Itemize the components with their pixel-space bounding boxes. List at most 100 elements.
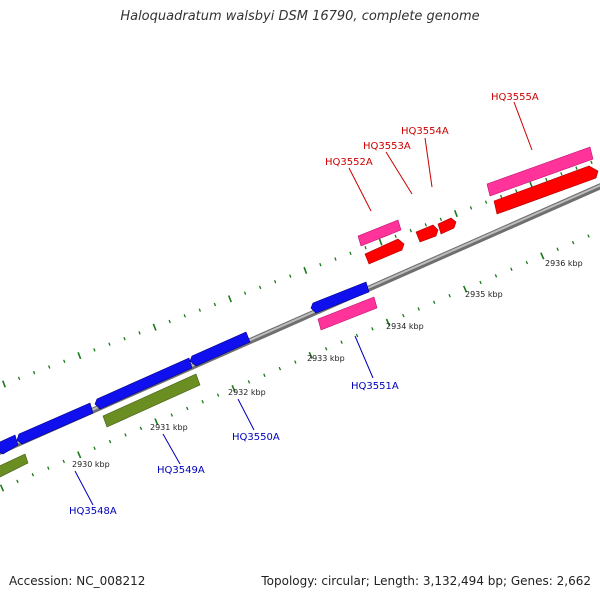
inner-tick-minor [479, 280, 482, 285]
reverse-features [0, 281, 378, 478]
label-hq3555a[interactable]: HQ3555A [491, 92, 539, 103]
inner-tick-minor [587, 234, 590, 238]
outer-tick-major [77, 352, 82, 360]
inner-tick-minor [494, 274, 498, 278]
inner-tick-track [0, 234, 590, 492]
gene-hq3549a-arrow[interactable] [94, 357, 193, 410]
label-hq3550a[interactable]: HQ3550A [232, 432, 280, 443]
leader-lines [74, 101, 533, 506]
label-hq3549a[interactable]: HQ3549A [157, 465, 205, 476]
tick-label-2936: 2936 kbp [545, 259, 583, 268]
outer-tick-major [453, 210, 458, 218]
inner-tick-minor [247, 380, 251, 384]
label-hq3553a[interactable]: HQ3553A [363, 141, 411, 152]
outer-tick-minor [63, 359, 66, 364]
outer-tick-minor [409, 228, 412, 233]
genome-backbone [0, 183, 600, 455]
gene-hq3554a-arrow[interactable] [437, 217, 457, 235]
inner-tick-minor [62, 459, 65, 464]
inner-tick-minor [556, 247, 559, 252]
outer-tick-minor [424, 223, 428, 227]
inner-tick-minor [417, 307, 420, 311]
inner-tick-minor [186, 406, 189, 411]
outer-tick-major [303, 266, 308, 274]
outer-tick-minor [484, 200, 488, 204]
inner-tick-minor [201, 400, 204, 404]
gene-hq3552a-arrow[interactable] [364, 238, 405, 265]
inner-tick-major [77, 451, 82, 459]
leader-hq3554a [424, 137, 433, 188]
gene-hq3553a-arrow[interactable] [415, 224, 439, 243]
inner-tick-major [308, 351, 313, 359]
gene-hq3548a-arrow[interactable] [16, 402, 94, 445]
label-hq3554a[interactable]: HQ3554A [401, 126, 449, 137]
inner-tick-minor [216, 393, 220, 397]
gene-hq3551a-cds[interactable] [317, 296, 378, 331]
outer-tick-minor [32, 370, 36, 375]
outer-tick-minor [514, 189, 518, 193]
leader-hq3548a [74, 470, 94, 506]
inner-tick-minor [294, 360, 297, 364]
leader-hq3555a [513, 101, 533, 151]
gene-hq3555a-cds[interactable] [486, 146, 594, 197]
outer-tick-minor [138, 331, 141, 335]
inner-tick-major [231, 384, 236, 393]
inner-tick-minor [448, 293, 451, 298]
inner-tick-minor [340, 340, 343, 344]
outer-tick-minor [364, 245, 367, 250]
gene-hq3552a-cds[interactable] [357, 219, 402, 247]
tick-label-2932: 2932 kbp [228, 388, 266, 397]
label-hq3552a[interactable]: HQ3552A [325, 157, 373, 168]
tick-labels: 2930 kbp 2931 kbp 2932 kbp 2933 kbp 2934… [72, 259, 583, 469]
gene-labels: HQ3552A HQ3553A HQ3554A HQ3555A HQ3548A … [69, 92, 539, 517]
outer-tick-major [152, 323, 157, 331]
outer-tick-major [227, 295, 232, 303]
outer-tick-minor [560, 172, 563, 176]
outer-tick-minor [47, 365, 51, 369]
gene-hq3549a-cds[interactable] [102, 373, 201, 428]
inner-tick-minor [263, 373, 266, 378]
tick-label-2930: 2930 kbp [72, 460, 110, 469]
outer-tick-minor [545, 177, 548, 182]
outer-tick-minor [319, 262, 322, 267]
label-hq3548a[interactable]: HQ3548A [69, 506, 117, 517]
outer-tick-minor [93, 348, 96, 352]
gene-hq3550a-arrow[interactable] [189, 331, 251, 367]
outer-tick-minor [258, 285, 262, 290]
outer-tick-minor [273, 279, 277, 284]
inner-tick-major [385, 318, 391, 326]
inner-tick-minor [371, 327, 374, 331]
tick-label-2931: 2931 kbp [150, 423, 188, 432]
outer-tick-minor [349, 251, 352, 256]
inner-tick-minor [355, 333, 359, 338]
outer-tick-minor [213, 302, 217, 307]
outer-tick-minor [123, 336, 126, 341]
inner-tick-minor [324, 347, 328, 351]
inner-tick-minor [31, 473, 35, 477]
inner-tick-minor [124, 433, 127, 437]
outer-tick-minor [590, 160, 593, 165]
leader-hq3552a [348, 167, 372, 212]
inner-tick-minor [170, 413, 174, 417]
inner-tick-minor [510, 267, 513, 271]
leader-hq3549a [162, 433, 181, 465]
inner-tick-major [540, 252, 545, 260]
outer-tick-track [2, 160, 593, 388]
inner-tick-minor [93, 446, 96, 450]
inner-tick-major [462, 285, 468, 293]
inner-tick-minor [47, 466, 50, 470]
forward-features [357, 146, 599, 265]
inner-tick-minor [278, 366, 282, 371]
outer-tick-minor [17, 376, 21, 381]
gene-left-edge-arrow[interactable] [0, 434, 19, 455]
inner-tick-minor [16, 479, 19, 484]
inner-tick-minor [525, 260, 529, 265]
label-hq3551a[interactable]: HQ3551A [351, 381, 399, 392]
gene-hq3551a-arrow[interactable] [310, 281, 370, 314]
outer-tick-minor [168, 319, 171, 324]
tick-label-2933: 2933 kbp [307, 354, 345, 363]
tick-label-2935: 2935 kbp [465, 290, 503, 299]
gene-hq3555a-arrow[interactable] [493, 165, 599, 215]
gene-hq3548a-cds[interactable] [0, 453, 29, 478]
inner-tick-major [154, 418, 159, 426]
